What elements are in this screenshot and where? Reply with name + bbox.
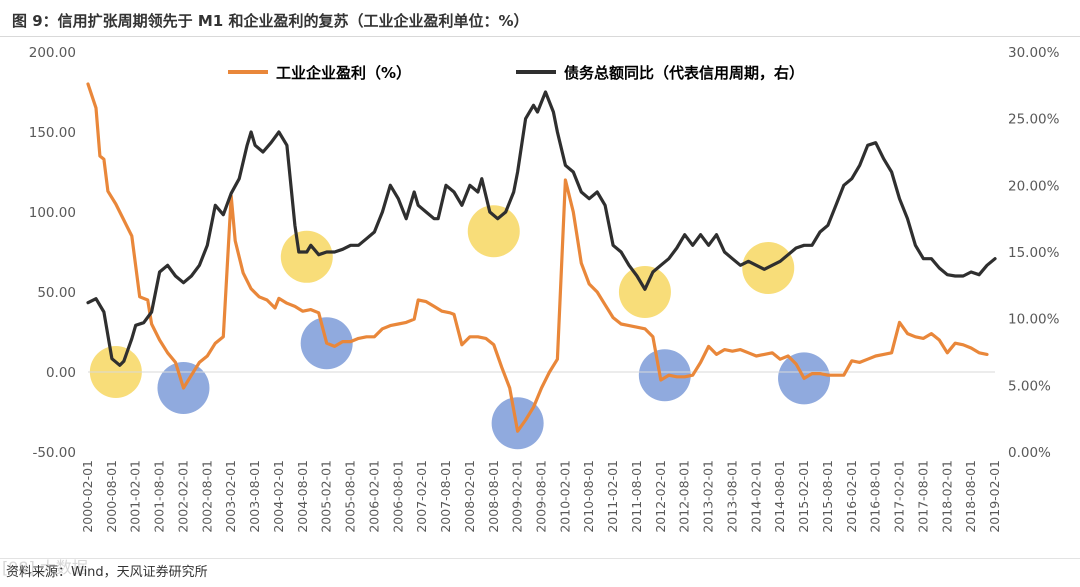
right-tick-label: 30.00% [1008, 45, 1060, 61]
right-tick-label: 0.00% [1008, 445, 1051, 461]
left-tick-label: 50.00 [37, 285, 76, 301]
watermark: [98] 大数据 [2, 558, 88, 577]
x-tick-label: 2017-08-01 [915, 460, 930, 533]
x-tick-label: 2006-08-01 [390, 460, 405, 533]
left-tick-label: 150.00 [29, 125, 76, 141]
x-tick-label: 2010-08-01 [581, 460, 596, 533]
x-tick-label: 2006-02-01 [366, 460, 381, 533]
x-tick-label: 2015-08-01 [820, 460, 835, 533]
x-tick-label: 2000-02-01 [80, 460, 95, 533]
x-tick-label: 2015-02-01 [796, 460, 811, 533]
blue-highlight-marker [638, 349, 691, 402]
x-tick-label: 2001-02-01 [128, 460, 143, 533]
figure-title: 图 9：信用扩张周期领先于 M1 和企业盈利的复苏（工业企业盈利单位：%） [12, 12, 529, 30]
right-tick-label: 25.00% [1008, 112, 1060, 128]
yellow-highlight-marker [618, 266, 671, 318]
x-tick-label: 2016-02-01 [844, 460, 859, 533]
debt-series-line [86, 90, 997, 367]
x-tick-label: 2003-08-01 [247, 460, 262, 533]
x-tick-label: 2007-08-01 [438, 460, 453, 533]
x-tick-label: 2014-02-01 [748, 460, 763, 533]
left-axis-ticks: -50.00 0.00 50.00 100.00 150.00 200.00 [29, 45, 76, 461]
yellow-highlight-marker [467, 205, 520, 258]
left-tick-label: 200.00 [29, 45, 76, 61]
yellow-highlight-marker [280, 230, 333, 283]
x-tick-label: 2008-02-01 [462, 460, 477, 533]
x-tick-label: 2017-02-01 [892, 460, 907, 533]
x-tick-label: 2008-08-01 [486, 460, 501, 533]
right-tick-label: 20.00% [1008, 178, 1060, 194]
x-tick-label: 2004-08-01 [295, 460, 310, 533]
right-axis-ticks: 0.00% 5.00% 10.00% 15.00% 20.00% 25.00% 30.00% [1008, 45, 1060, 461]
profit-series-line [86, 82, 989, 433]
x-tick-label: 2002-02-01 [175, 460, 190, 533]
x-tick-label: 2012-08-01 [677, 460, 692, 533]
right-tick-label: 5.00% [1008, 378, 1051, 394]
x-tick-label: 2009-08-01 [534, 460, 549, 533]
chart-canvas: -50.00 0.00 50.00 100.00 150.00 200.00 0.00% 5… [29, 45, 1060, 533]
x-tick-label: 2005-08-01 [343, 460, 358, 533]
x-tick-label: 2011-02-01 [605, 460, 620, 533]
x-axis-ticks: 2000-02-01 2000-08-01 2001-02-01 2001-08-01… [80, 460, 1002, 533]
legend: 工业企业盈利（%） 债务总额同比（代表信用周期，右） [228, 64, 804, 82]
x-tick-label: 2013-02-01 [701, 460, 716, 533]
right-tick-label: 15.00% [1008, 245, 1060, 261]
x-tick-label: 2001-08-01 [152, 460, 167, 533]
x-tick-label: 2019-02-01 [987, 460, 1002, 533]
x-tick-label: 2013-08-01 [724, 460, 739, 533]
source-note: 资料来源：Wind，天风证券研究所 [6, 565, 208, 580]
x-tick-label: 2000-08-01 [104, 460, 119, 533]
x-tick-label: 2009-02-01 [510, 460, 525, 533]
x-tick-label: 2012-02-01 [653, 460, 668, 533]
x-tick-label: 2005-02-01 [319, 460, 334, 533]
x-tick-label: 2011-08-01 [629, 460, 644, 533]
title-divider [0, 36, 1080, 37]
x-tick-label: 2007-02-01 [414, 460, 429, 533]
x-tick-label: 2010-02-01 [557, 460, 572, 533]
x-tick-label: 2014-08-01 [772, 460, 787, 533]
x-tick-label: 2003-02-01 [223, 460, 238, 533]
right-tick-label: 10.00% [1008, 312, 1060, 328]
series-lines [86, 82, 997, 433]
legend-label-profit: 工业企业盈利（%） [276, 64, 411, 82]
x-tick-label: 2016-08-01 [868, 460, 883, 533]
x-tick-label: 2018-02-01 [939, 460, 954, 533]
left-tick-label: 0.00 [46, 365, 76, 381]
left-tick-label: 100.00 [29, 205, 76, 221]
left-tick-label: -50.00 [32, 445, 76, 461]
footer-divider [0, 558, 1080, 559]
legend-label-debt: 债务总额同比（代表信用周期，右） [564, 64, 804, 82]
x-tick-label: 2004-02-01 [271, 460, 286, 533]
x-tick-label: 2002-08-01 [199, 460, 214, 533]
x-tick-label: 2018-08-01 [963, 460, 978, 533]
